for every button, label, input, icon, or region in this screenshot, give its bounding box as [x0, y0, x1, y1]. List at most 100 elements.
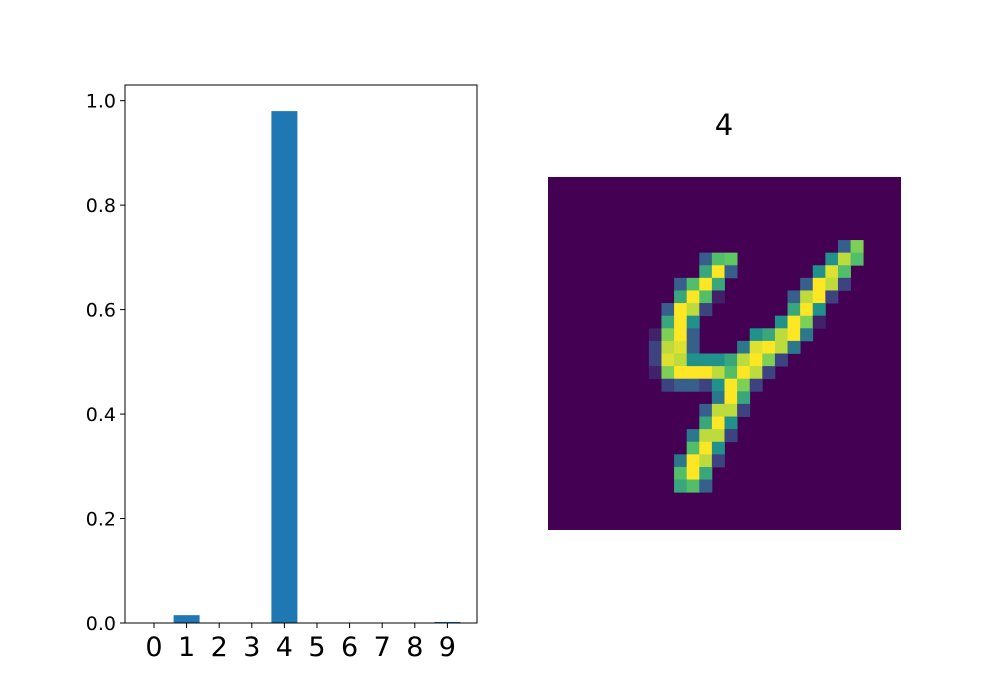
pixel: [661, 340, 675, 354]
xtick-label: 8: [406, 632, 423, 663]
xtick-label: 6: [341, 632, 358, 663]
pixel: [686, 315, 700, 329]
ytick-label: 1.0: [86, 91, 116, 113]
pixel: [648, 366, 662, 380]
pixel: [699, 265, 713, 279]
pixel: [699, 454, 713, 468]
xtick-label: 4: [276, 632, 293, 663]
pixel: [711, 277, 725, 291]
pixel: [850, 252, 864, 266]
xtick-label: 0: [145, 632, 162, 663]
pixel: [699, 353, 713, 367]
pixel: [737, 340, 751, 354]
bar-axes-frame: [124, 84, 478, 624]
pixel: [686, 441, 700, 455]
pixel: [699, 290, 713, 304]
pixel: [686, 353, 700, 367]
pixel: [812, 303, 826, 317]
pixel: [825, 265, 839, 279]
pixel: [825, 252, 839, 266]
pixel: [674, 479, 688, 493]
pixel: [648, 340, 662, 354]
pixel: [661, 353, 675, 367]
ytick-label: 0.2: [86, 509, 116, 531]
pixel: [711, 290, 725, 304]
pixel: [686, 479, 700, 493]
pixel: [674, 303, 688, 317]
pixel: [661, 328, 675, 342]
pixel: [674, 315, 688, 329]
pixel: [699, 366, 713, 380]
pixel: [762, 353, 776, 367]
pixel: [674, 353, 688, 367]
pixel: [711, 441, 725, 455]
pixel: [749, 378, 763, 392]
pixel: [737, 403, 751, 417]
pixel: [837, 277, 851, 291]
pixel: [737, 366, 751, 380]
pixel: [787, 340, 801, 354]
pixel: [686, 277, 700, 291]
pixel: [749, 328, 763, 342]
ytick-label: 0.8: [86, 195, 116, 217]
pixel: [774, 315, 788, 329]
pixel: [724, 265, 738, 279]
pixel: [699, 441, 713, 455]
pixel: [787, 315, 801, 329]
pixel: [711, 403, 725, 417]
pixel: [661, 366, 675, 380]
pixel: [724, 391, 738, 405]
pixel: [800, 303, 814, 317]
pixel: [686, 328, 700, 342]
pixel: [774, 328, 788, 342]
pixel: [674, 328, 688, 342]
pixel: [661, 315, 675, 329]
pixel: [787, 303, 801, 317]
pixel: [648, 328, 662, 342]
pixel: [686, 290, 700, 304]
y-axis-ticks: 0.0 0.2 0.4 0.6 0.8 1.0: [86, 91, 125, 635]
pixel: [711, 416, 725, 430]
pixel: [674, 340, 688, 354]
pixel: [812, 277, 826, 291]
ytick-label: 0.6: [86, 300, 116, 322]
pixel: [674, 366, 688, 380]
pixel: [674, 466, 688, 480]
pixel: [724, 403, 738, 417]
pixel: [837, 265, 851, 279]
pixel: [724, 252, 738, 266]
pixel: [661, 303, 675, 317]
xtick-label: 7: [374, 632, 391, 663]
pixel: [825, 277, 839, 291]
pixel: [762, 366, 776, 380]
pixel: [686, 378, 700, 392]
pixel: [724, 429, 738, 443]
xtick-label: 5: [308, 632, 325, 663]
pixel: [850, 240, 864, 254]
pixel: [774, 340, 788, 354]
pixel: [800, 290, 814, 304]
pixel: [787, 328, 801, 342]
pixel: [674, 454, 688, 468]
pixel: [749, 353, 763, 367]
pixel: [648, 353, 662, 367]
pixel: [686, 466, 700, 480]
pixel: [699, 466, 713, 480]
pixel: [661, 378, 675, 392]
pixel: [737, 353, 751, 367]
pixel: [711, 353, 725, 367]
pixel: [699, 403, 713, 417]
pixel: [699, 277, 713, 291]
pixel: [749, 340, 763, 354]
bar-1: [173, 615, 200, 623]
pixel: [774, 353, 788, 367]
bar-4: [271, 111, 298, 624]
pixel: [812, 315, 826, 329]
pixel: [686, 366, 700, 380]
pixel: [711, 454, 725, 468]
ytick-label: 0.0: [86, 613, 116, 635]
pixel: [711, 252, 725, 266]
pixel: [724, 366, 738, 380]
pixel: [711, 265, 725, 279]
